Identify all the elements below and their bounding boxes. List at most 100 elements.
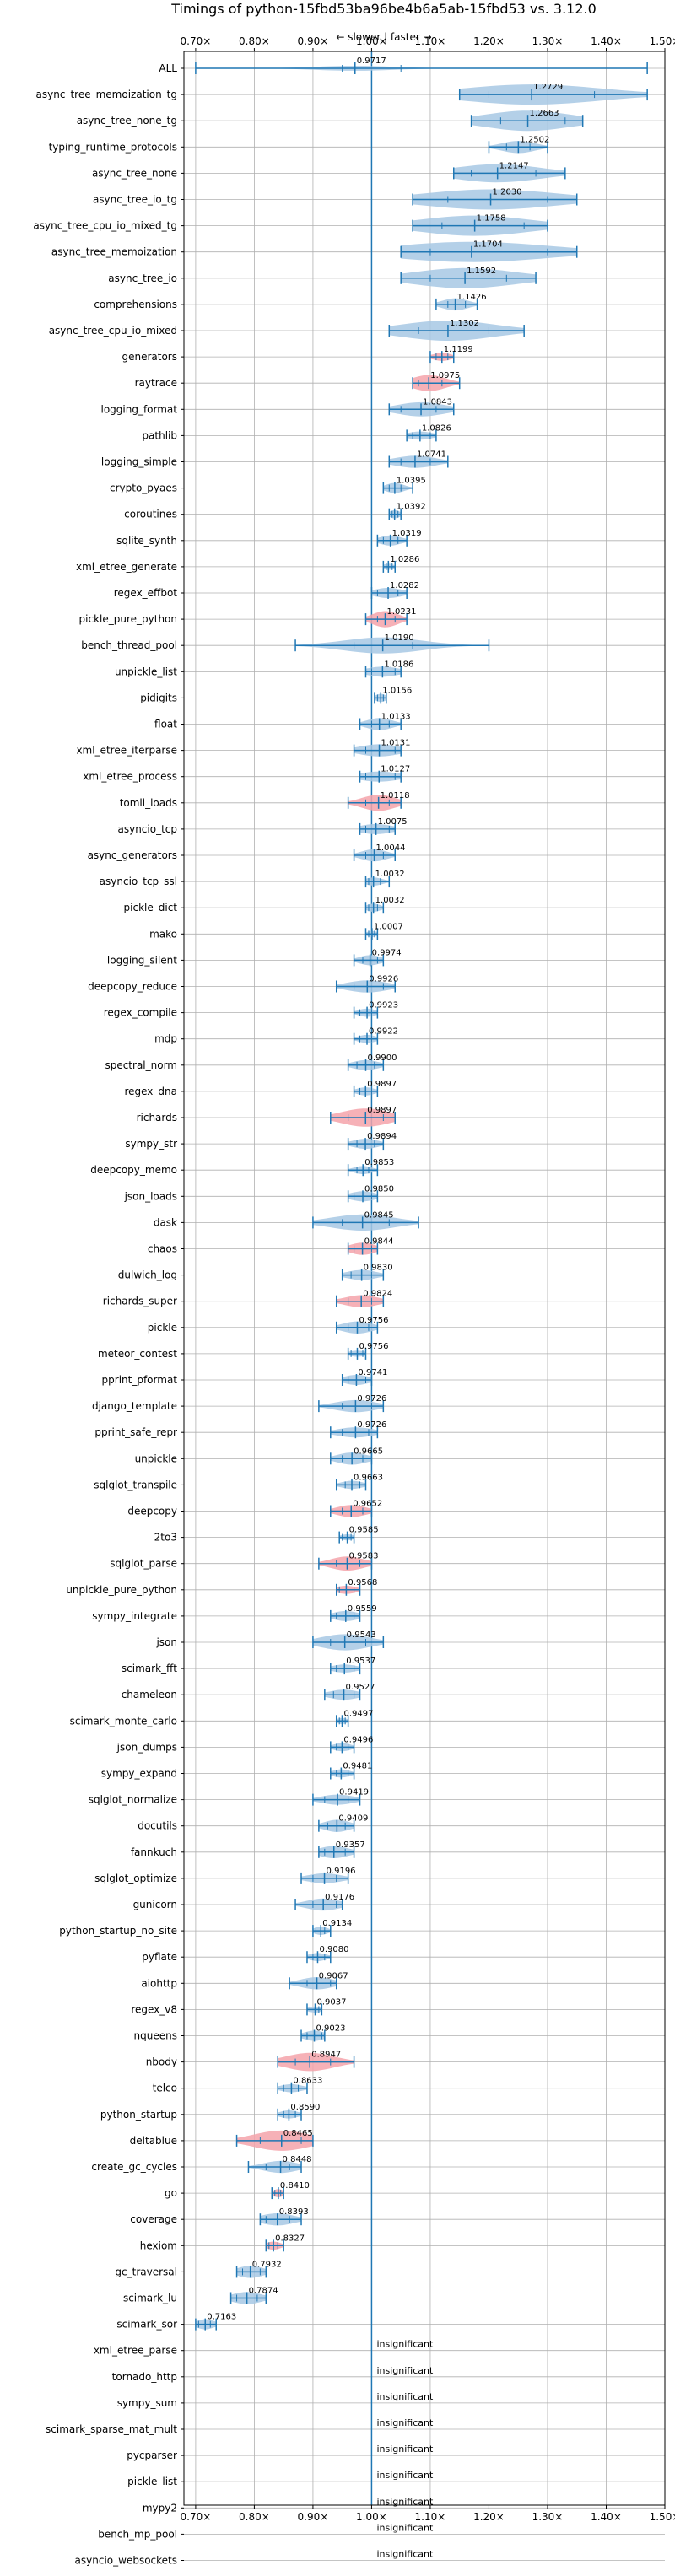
data-label: 0.9527 — [346, 1683, 375, 1692]
y-tick-label: xml_etree_iterparse — [76, 745, 177, 757]
data-label: 1.0319 — [392, 529, 422, 538]
insignificant-label: insignificant — [376, 2365, 434, 2376]
y-tick-label: json — [155, 1636, 177, 1648]
y-tick-label: logging_simple — [101, 456, 177, 468]
data-label: 0.9037 — [316, 1997, 346, 2007]
y-tick-label: mypy2 — [143, 2502, 177, 2514]
y-tick-label: scimark_fft — [122, 1663, 177, 1674]
y-tick-label: tomli_loads — [120, 797, 177, 809]
data-label: 0.9196 — [327, 1867, 356, 1876]
y-tick-label: scimark_sparse_mat_mult — [46, 2423, 177, 2435]
y-tick-label: pickle — [148, 1322, 177, 1334]
y-tick-label: unpickle_list — [115, 666, 177, 677]
data-label: 1.0741 — [417, 450, 446, 460]
data-label: 0.9844 — [364, 1237, 394, 1247]
data-label: 0.9845 — [364, 1210, 394, 1220]
y-tick-label: richards — [137, 1112, 177, 1124]
x-tick-label-top: 0.80× — [239, 35, 270, 47]
y-tick-label: deepcopy_reduce — [88, 981, 177, 993]
y-tick-label: sqlglot_normalize — [89, 1794, 177, 1806]
x-tick-label-bottom: 0.90× — [298, 2511, 329, 2523]
data-label: 0.9830 — [364, 1264, 393, 1273]
data-label: 1.0286 — [390, 555, 419, 564]
y-tick-label: python_startup — [100, 2109, 177, 2121]
data-label: 0.9741 — [358, 1368, 387, 1377]
y-tick-label: regex_effbot — [114, 587, 178, 599]
y-tick-label: spectral_norm — [105, 1059, 177, 1071]
y-tick-label: scimark_monte_carlo — [70, 1715, 177, 1727]
y-tick-label: async_tree_io — [108, 272, 177, 284]
y-tick-label: async_tree_cpu_io_mixed_tg — [33, 220, 177, 232]
x-tick-label-top: 1.10× — [415, 35, 446, 47]
y-tick-label: aiohttp — [141, 1977, 177, 1989]
x-tick-label-top: 1.00× — [356, 35, 387, 47]
insignificant-label: insignificant — [376, 2470, 434, 2481]
y-tick-label: deepcopy_memo — [90, 1164, 177, 1176]
y-tick-label: sqlglot_parse — [110, 1558, 177, 1570]
y-tick-label: pidigits — [140, 692, 177, 703]
y-tick-label: sympy_sum — [117, 2397, 177, 2409]
y-tick-label: 2to3 — [154, 1532, 177, 1544]
y-tick-label: tornado_http — [112, 2371, 177, 2383]
data-label: 0.8410 — [280, 2181, 310, 2191]
y-tick-label: async_tree_memoization_tg — [36, 89, 177, 100]
y-tick-label: unpickle — [135, 1452, 177, 1464]
data-label: 0.9023 — [316, 2024, 346, 2034]
y-tick-label: pycparser — [127, 2449, 177, 2461]
data-label: 0.9568 — [348, 1578, 377, 1587]
y-tick-label: sympy_expand — [101, 1768, 177, 1780]
y-tick-label: logging_silent — [107, 954, 177, 966]
y-tick-label: float — [154, 719, 177, 730]
y-tick-label: regex_v8 — [131, 2003, 177, 2015]
y-tick-label: richards_super — [103, 1296, 177, 1307]
y-tick-label: raytrace — [135, 377, 177, 389]
y-tick-label: dask — [154, 1216, 177, 1228]
y-tick-label: ALL — [159, 62, 177, 74]
y-tick-label: sqlglot_optimize — [94, 1873, 177, 1884]
y-tick-label: async_tree_cpu_io_mixed — [49, 325, 177, 337]
y-tick-label: coverage — [130, 2213, 177, 2225]
insignificant-label: insignificant — [376, 2522, 434, 2533]
data-label: 1.0133 — [381, 713, 411, 722]
y-tick-label: create_gc_cycles — [91, 2161, 177, 2173]
y-tick-label: deepcopy — [127, 1506, 177, 1517]
y-tick-label: unpickle_pure_python — [66, 1584, 177, 1596]
y-tick-label: telco — [153, 2083, 177, 2094]
data-label: 1.0127 — [381, 765, 410, 774]
y-tick-label: bench_mp_pool — [98, 2528, 177, 2540]
y-tick-label: fannkuch — [131, 1846, 177, 1858]
data-label: 0.9756 — [359, 1342, 388, 1351]
data-label: 1.1758 — [477, 214, 506, 224]
data-label: 1.0395 — [397, 477, 426, 486]
chart-title: Timings of python-15fbd53ba96be4b6a5ab-1… — [170, 1, 597, 17]
y-tick-label: nqueens — [134, 2030, 177, 2042]
data-label: 0.7874 — [249, 2287, 278, 2296]
y-tick-label: sqlglot_transpile — [94, 1479, 177, 1490]
y-tick-label: django_template — [92, 1400, 177, 1412]
data-label: 1.1302 — [450, 319, 479, 328]
data-label: 1.2729 — [533, 83, 563, 92]
data-label: 0.9134 — [322, 1919, 352, 1928]
data-label: 1.0032 — [375, 870, 405, 879]
y-tick-label: async_tree_none_tg — [77, 115, 177, 127]
data-label: 0.9853 — [364, 1158, 394, 1167]
data-label: 0.8393 — [279, 2207, 309, 2217]
data-label: 1.0131 — [381, 739, 411, 748]
y-tick-label: pickle_pure_python — [79, 613, 177, 625]
x-tick-label-bottom: 1.10× — [415, 2511, 446, 2523]
data-label: 1.0032 — [375, 896, 405, 905]
y-tick-label: regex_compile — [104, 1007, 177, 1019]
x-tick-label-top: 1.20× — [473, 35, 505, 47]
y-tick-label: asyncio_tcp — [117, 823, 177, 835]
y-tick-label: sympy_str — [125, 1138, 177, 1150]
y-tick-label: generators — [122, 351, 177, 363]
y-tick-label: dulwich_log — [118, 1269, 177, 1281]
data-label: 0.9926 — [369, 975, 398, 984]
data-label: 0.9496 — [343, 1735, 373, 1744]
y-tick-label: meteor_contest — [98, 1348, 177, 1360]
data-label: 1.2502 — [520, 135, 549, 144]
plot-frame — [183, 51, 666, 2506]
data-label: 0.9974 — [372, 948, 402, 957]
y-tick-label: asyncio_websockets — [75, 2555, 177, 2567]
x-tick-label-bottom: 0.70× — [181, 2511, 212, 2523]
